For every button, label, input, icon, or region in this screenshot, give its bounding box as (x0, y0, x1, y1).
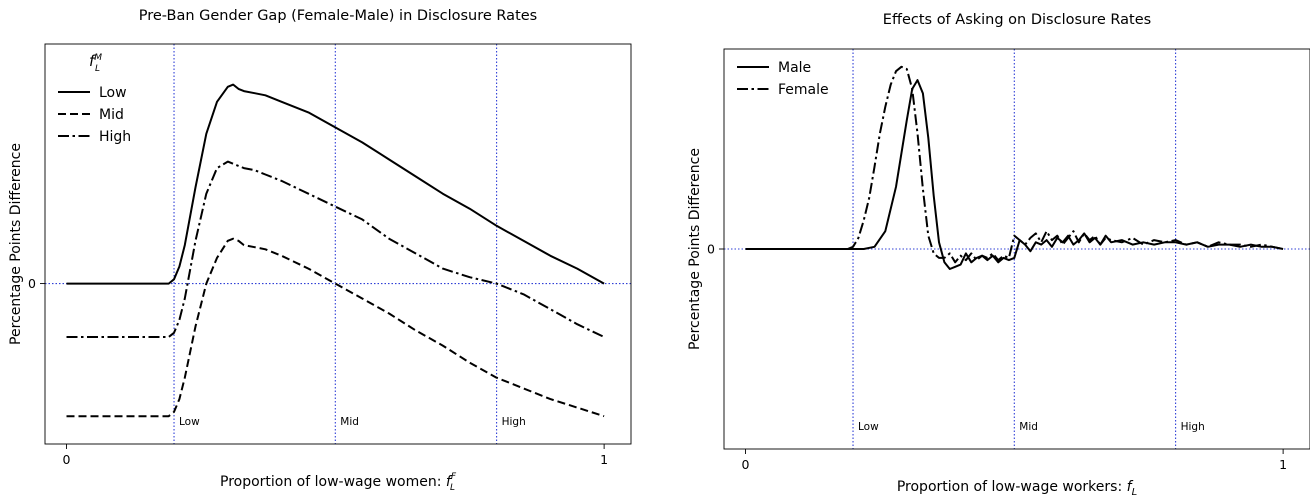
x-tick-label: 0 (63, 452, 71, 467)
legend-label-mid: Mid (99, 107, 124, 123)
series-line-low (66, 83, 605, 285)
reference-label-low: Low (858, 421, 879, 433)
reference-label-high: High (502, 416, 526, 428)
series-line-mid (66, 237, 605, 418)
chart-title: Effects of Asking on Disclosure Rates (883, 12, 1151, 28)
x-tick-label: 1 (1279, 457, 1287, 472)
reference-label-low: Low (179, 416, 200, 428)
series-line-high (66, 160, 605, 338)
asking-effects-chart: Effects of Asking on Disclosure Rates Low… (687, 12, 1310, 495)
reference-label-high: High (1181, 421, 1205, 433)
legend-title: fM L (89, 52, 102, 74)
chart-title: Pre-Ban Gender Gap (Female-Male) in Disc… (139, 8, 537, 24)
gender-gap-chart: Pre-Ban Gender Gap (Female-Male) in Disc… (8, 8, 632, 493)
legend-label-male: Male (778, 60, 811, 76)
legend: fM L Low Mid High (58, 52, 131, 145)
legend-label-female: Female (778, 82, 829, 98)
reference-label-mid: Mid (340, 416, 359, 428)
y-axis-label: Percentage Points Difference (8, 143, 24, 345)
series-line-female (745, 65, 1284, 264)
legend: Male Female (737, 60, 829, 98)
legend-label-low: Low (99, 85, 127, 101)
x-tick-label: 0 (742, 457, 750, 472)
reference-label-mid: Mid (1019, 421, 1038, 433)
y-axis-label: Percentage Points Difference (687, 148, 703, 350)
series-line-male (745, 79, 1284, 270)
y-tick-label: 0 (28, 276, 36, 291)
x-axis-label: Proportion of low-wage women: fF L (220, 472, 457, 493)
plot-area-frame (44, 43, 632, 445)
y-tick-label: 0 (707, 242, 715, 257)
x-tick-label: 1 (600, 452, 608, 467)
legend-label-high: High (99, 129, 131, 145)
x-axis-label: Proportion of low-wage workers: fL (897, 479, 1137, 495)
